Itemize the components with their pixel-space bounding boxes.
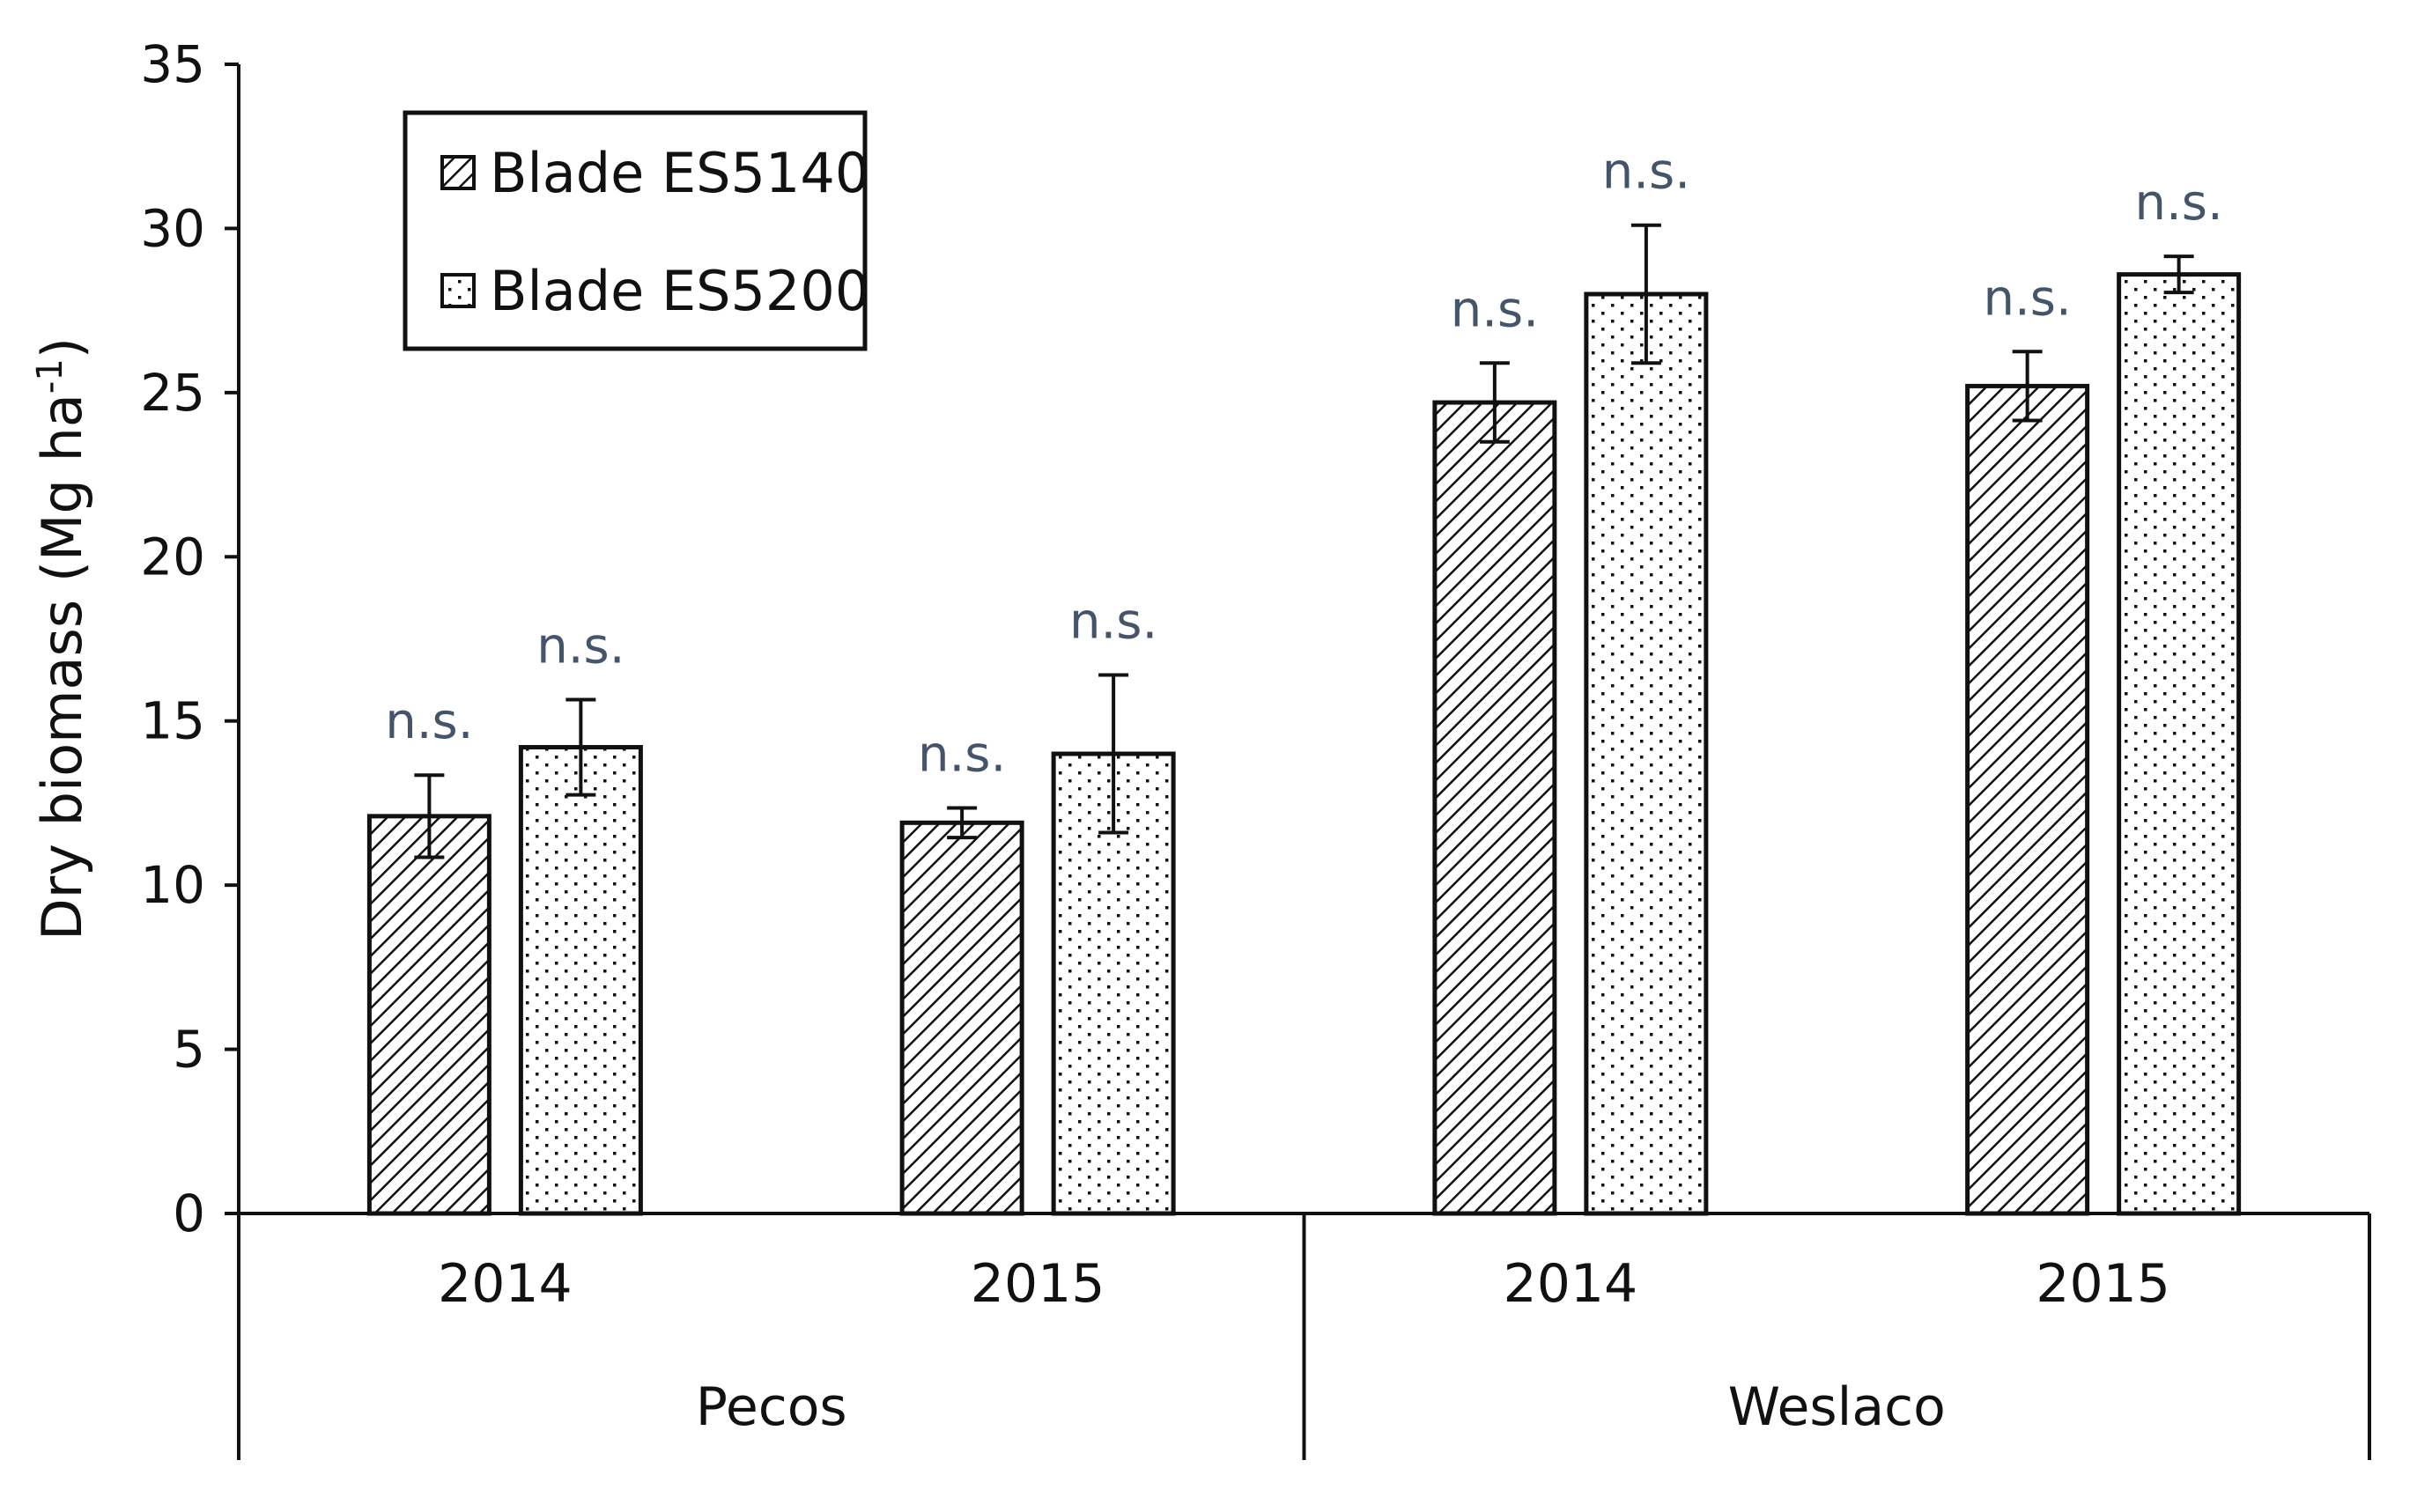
y-tick-label: 35	[140, 34, 205, 94]
significance-label: n.s.	[1069, 594, 1157, 651]
y-axis-label-close: )	[30, 337, 94, 358]
legend-box	[403, 110, 868, 351]
y-tick-label: 5	[173, 1020, 205, 1080]
y-tick-label: 10	[140, 855, 205, 915]
bar	[899, 820, 1024, 1216]
significance-label: n.s.	[536, 617, 625, 675]
y-tick-label: 25	[140, 363, 205, 423]
labels: 0 5 10 15 20 25 30 35 Dry biomass (Mg ha-1) Pecos…	[30, 34, 2223, 1438]
category-label: 2014	[1504, 1253, 1638, 1315]
bar	[2117, 272, 2242, 1216]
legend-swatch	[440, 273, 476, 308]
significance-label: n.s.	[2134, 174, 2222, 232]
legend-label: Blade ES5200	[490, 259, 869, 323]
significance-label: n.s.	[918, 726, 1006, 784]
y-tick-label: 0	[173, 1184, 205, 1243]
category-label: 2014	[438, 1253, 573, 1315]
y-tick-label: 30	[140, 198, 205, 258]
bar	[1965, 383, 2090, 1216]
significance-label: n.s.	[1451, 281, 1539, 338]
significance-label: n.s.	[1983, 269, 2071, 327]
significance-label: n.s.	[385, 693, 473, 750]
legend-swatch	[440, 155, 476, 190]
category-label: 2015	[971, 1253, 1105, 1315]
category-label: 2015	[2036, 1253, 2170, 1315]
bar	[1432, 400, 1557, 1216]
y-tick-label: 15	[140, 691, 205, 751]
bar	[518, 745, 643, 1216]
bar	[366, 814, 492, 1216]
significance-label: n.s.	[1602, 144, 1690, 201]
group-label: Weslaco	[1728, 1376, 1946, 1438]
bar	[1584, 291, 1709, 1216]
y-axis-label-sup: -1	[30, 358, 70, 394]
legend-label: Blade ES5140	[490, 141, 869, 205]
y-axis-label: Dry biomass (Mg ha-1)	[30, 337, 94, 940]
legend: Blade ES5140 Blade ES5200	[403, 110, 869, 351]
bars	[366, 223, 2242, 1216]
y-axis-label-main: Dry biomass (Mg ha	[30, 394, 94, 940]
y-tick-label: 20	[140, 527, 205, 586]
group-label: Pecos	[696, 1376, 847, 1438]
